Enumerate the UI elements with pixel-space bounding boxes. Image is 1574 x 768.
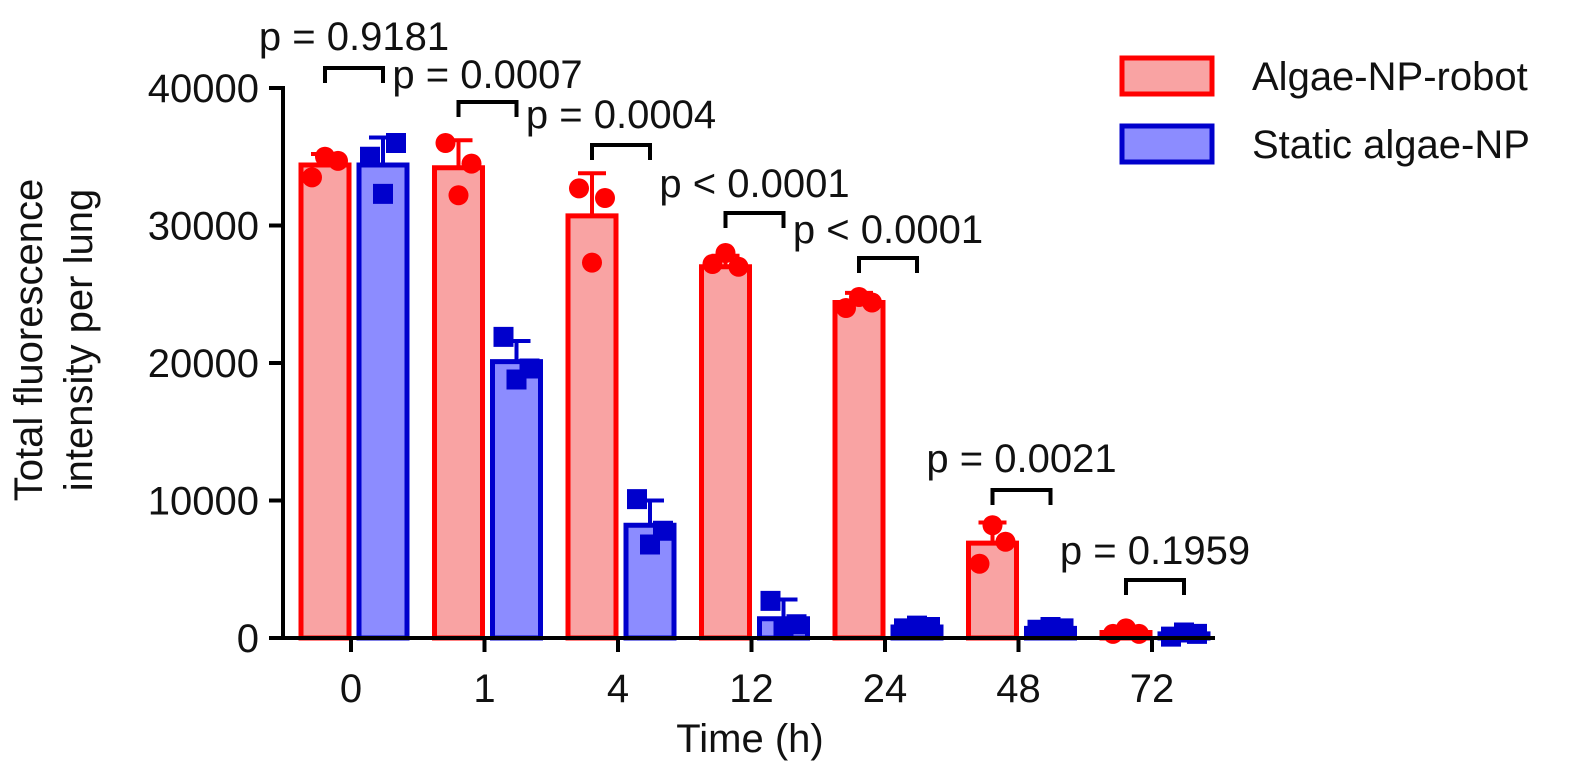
bar [623,522,677,641]
y-tick-label: 0 [237,617,259,661]
x-tick-label: 4 [607,667,629,711]
data-point [461,153,482,174]
data-point [302,167,322,188]
bar-group-robot-24 [832,287,886,641]
data-point [386,133,406,153]
bar-group-robot-48 [966,515,1019,641]
data-point [982,515,1003,536]
data-point [360,146,380,167]
data-point [595,188,615,208]
bar-group-static-4 [623,489,677,641]
y-tick-label: 20000 [148,342,259,386]
bar-group-robot-1 [432,133,485,641]
data-point [1187,623,1207,644]
bar-group-static-48 [1024,617,1077,641]
bar-group-static-12 [757,590,810,641]
bar-group-static-1 [490,326,543,641]
significance-bracket [723,211,786,228]
significance-bracket [857,256,919,273]
data-point [519,358,540,379]
x-tick-label: 12 [729,667,774,711]
data-point [920,617,940,637]
significance-bracket [323,66,385,83]
p-value-label: p < 0.0001 [793,208,983,252]
data-point [569,178,589,199]
significance-bracket [1124,578,1186,595]
bar [699,264,752,641]
bar-group-static-24 [890,615,944,641]
bar-group-robot-0 [298,146,352,641]
x-tick-label: 72 [1130,667,1175,711]
y-axis-title-line2: intensity per lung [57,189,101,491]
data-point [328,150,348,171]
data-point [862,292,882,313]
bar-group-robot-4 [565,171,619,641]
p-value-label: p = 0.0004 [526,93,716,137]
x-tick-label: 1 [473,667,495,711]
data-point [969,553,990,574]
bar [490,359,543,641]
p-value-label: p = 0.9181 [259,15,449,59]
legend-label: Static algae-NP [1252,123,1530,167]
bar-group-robot-72 [1099,618,1153,644]
y-axis-title-line1: Total fluorescence [7,179,51,501]
legend-swatch [1119,55,1215,97]
p-value-label: p < 0.0001 [659,162,849,206]
y-tick-label: 40000 [148,67,259,111]
data-point [448,185,469,206]
bar [298,162,352,641]
bar-group-static-72 [1157,622,1211,647]
data-point [373,183,393,204]
legend-swatch [1119,123,1215,165]
data-point [1129,623,1149,644]
significance-bracket [590,143,652,160]
legend-label: Algae-NP-robot [1252,55,1528,99]
data-point [493,326,514,347]
x-tick-label: 24 [863,667,908,711]
x-tick-label: 0 [340,667,362,711]
bar-group-robot-12 [699,243,752,641]
data-point [1053,618,1074,639]
data-point [786,614,807,635]
bar [565,213,619,641]
y-tick-label: 30000 [148,205,259,249]
data-point [582,252,602,273]
bar [432,165,485,641]
data-point [760,590,781,611]
data-point [435,133,456,153]
data-point [715,243,736,263]
data-point [728,256,749,277]
data-point [995,531,1016,552]
p-value-label: p = 0.0021 [926,437,1116,481]
significance-bracket [990,488,1053,505]
significance-bracket [456,100,519,117]
x-axis-title: Time (h) [676,717,823,761]
data-point [653,520,673,541]
bar-group-static-0 [356,133,410,641]
y-tick-label: 10000 [148,480,259,524]
bar [832,300,886,641]
x-tick-label: 48 [996,667,1041,711]
p-value-label: p = 0.0007 [392,53,582,97]
p-value-label: p = 0.1959 [1060,529,1250,573]
bar [356,162,410,641]
data-point [627,489,647,510]
